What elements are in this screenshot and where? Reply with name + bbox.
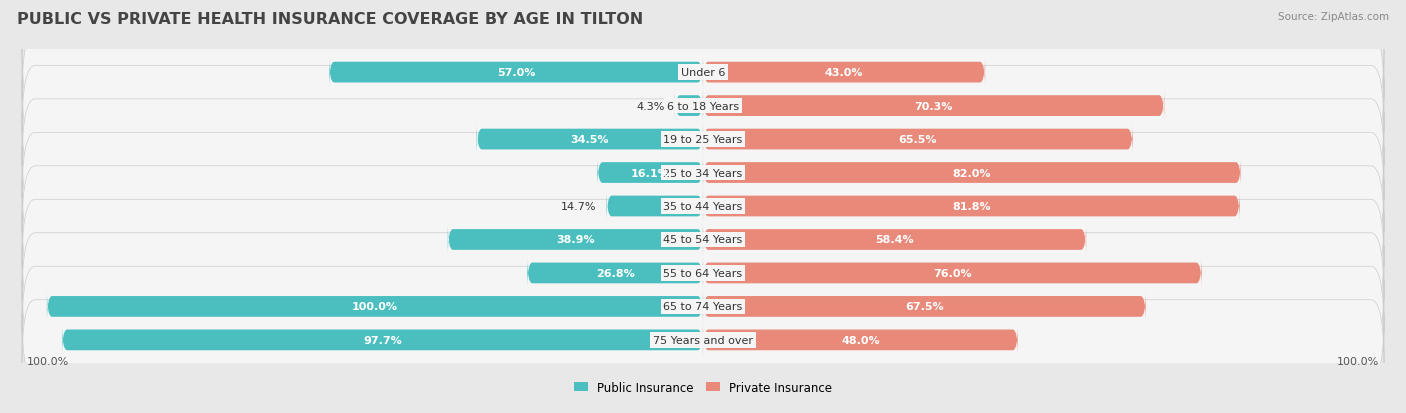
FancyBboxPatch shape [447,223,703,256]
FancyBboxPatch shape [703,223,1087,256]
Text: 97.7%: 97.7% [363,335,402,345]
FancyBboxPatch shape [703,190,1240,223]
FancyBboxPatch shape [703,290,1146,323]
FancyBboxPatch shape [22,100,1384,180]
Text: 81.8%: 81.8% [952,202,991,211]
Text: 26.8%: 26.8% [596,268,634,278]
FancyBboxPatch shape [606,190,703,223]
FancyBboxPatch shape [703,324,1018,356]
Text: 100.0%: 100.0% [1337,356,1379,366]
Text: 76.0%: 76.0% [934,268,972,278]
Text: 57.0%: 57.0% [496,68,536,78]
FancyBboxPatch shape [703,90,1164,123]
Text: 48.0%: 48.0% [841,335,880,345]
FancyBboxPatch shape [703,157,1241,190]
Text: Under 6: Under 6 [681,68,725,78]
Text: 6 to 18 Years: 6 to 18 Years [666,101,740,112]
FancyBboxPatch shape [22,33,1384,113]
Text: 100.0%: 100.0% [352,301,398,312]
Text: 25 to 34 Years: 25 to 34 Years [664,168,742,178]
FancyBboxPatch shape [22,166,1384,247]
Text: 19 to 25 Years: 19 to 25 Years [664,135,742,145]
Text: PUBLIC VS PRIVATE HEALTH INSURANCE COVERAGE BY AGE IN TILTON: PUBLIC VS PRIVATE HEALTH INSURANCE COVER… [17,12,643,27]
Text: 14.7%: 14.7% [561,202,596,211]
FancyBboxPatch shape [477,123,703,156]
FancyBboxPatch shape [22,133,1384,213]
Text: 65 to 74 Years: 65 to 74 Years [664,301,742,312]
Text: Source: ZipAtlas.com: Source: ZipAtlas.com [1278,12,1389,22]
Text: 55 to 64 Years: 55 to 64 Years [664,268,742,278]
FancyBboxPatch shape [329,57,703,89]
FancyBboxPatch shape [62,324,703,356]
Text: 100.0%: 100.0% [27,356,69,366]
FancyBboxPatch shape [22,233,1384,313]
Text: 38.9%: 38.9% [555,235,595,245]
FancyBboxPatch shape [22,66,1384,146]
Text: 75 Years and over: 75 Years and over [652,335,754,345]
Text: 65.5%: 65.5% [898,135,938,145]
FancyBboxPatch shape [22,200,1384,280]
Text: 35 to 44 Years: 35 to 44 Years [664,202,742,211]
FancyBboxPatch shape [703,57,986,89]
Legend: Public Insurance, Private Insurance: Public Insurance, Private Insurance [569,376,837,399]
FancyBboxPatch shape [703,257,1202,290]
FancyBboxPatch shape [22,267,1384,347]
FancyBboxPatch shape [22,300,1384,380]
Text: 70.3%: 70.3% [914,101,953,112]
Text: 4.3%: 4.3% [637,101,665,112]
FancyBboxPatch shape [598,157,703,190]
Text: 45 to 54 Years: 45 to 54 Years [664,235,742,245]
Text: 67.5%: 67.5% [905,301,943,312]
Text: 43.0%: 43.0% [825,68,863,78]
FancyBboxPatch shape [527,257,703,290]
Text: 82.0%: 82.0% [953,168,991,178]
Text: 34.5%: 34.5% [571,135,609,145]
FancyBboxPatch shape [703,123,1133,156]
FancyBboxPatch shape [46,290,703,323]
Text: 16.1%: 16.1% [631,168,669,178]
FancyBboxPatch shape [675,90,703,123]
Text: 58.4%: 58.4% [876,235,914,245]
